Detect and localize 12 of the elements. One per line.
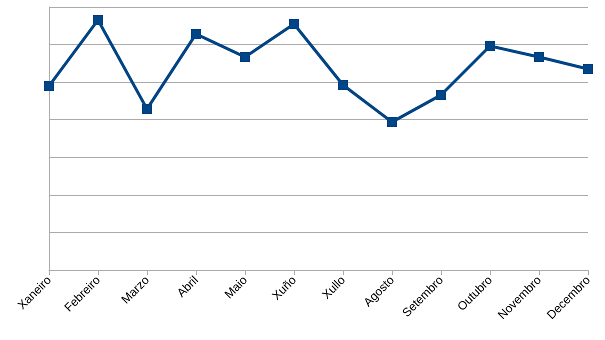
point: [436, 90, 446, 100]
point: [534, 52, 544, 62]
point: [289, 19, 299, 29]
point: [191, 29, 201, 39]
point: [583, 64, 593, 74]
point: [44, 81, 54, 91]
point: [142, 104, 152, 114]
point: [387, 117, 397, 127]
point: [338, 80, 348, 90]
point: [485, 41, 495, 51]
point: [240, 52, 250, 62]
point: [93, 15, 103, 25]
